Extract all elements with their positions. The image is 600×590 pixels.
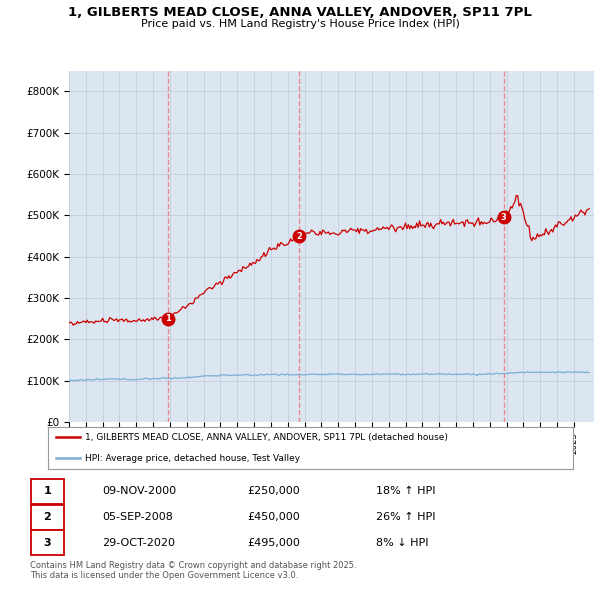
Text: £495,000: £495,000	[247, 537, 300, 548]
FancyBboxPatch shape	[31, 479, 64, 504]
Text: £250,000: £250,000	[247, 486, 300, 496]
Text: 05-SEP-2008: 05-SEP-2008	[102, 512, 173, 522]
Text: 18% ↑ HPI: 18% ↑ HPI	[376, 486, 435, 496]
Text: 1: 1	[165, 314, 171, 323]
Text: 8% ↓ HPI: 8% ↓ HPI	[376, 537, 428, 548]
Text: 09-NOV-2000: 09-NOV-2000	[102, 486, 176, 496]
FancyBboxPatch shape	[31, 504, 64, 530]
Text: Contains HM Land Registry data © Crown copyright and database right 2025.
This d: Contains HM Land Registry data © Crown c…	[30, 560, 356, 580]
Text: HPI: Average price, detached house, Test Valley: HPI: Average price, detached house, Test…	[85, 454, 300, 463]
Text: £450,000: £450,000	[247, 512, 300, 522]
Text: 1, GILBERTS MEAD CLOSE, ANNA VALLEY, ANDOVER, SP11 7PL: 1, GILBERTS MEAD CLOSE, ANNA VALLEY, AND…	[68, 6, 532, 19]
Text: 2: 2	[296, 231, 302, 241]
Text: Price paid vs. HM Land Registry's House Price Index (HPI): Price paid vs. HM Land Registry's House …	[140, 19, 460, 29]
Text: 29-OCT-2020: 29-OCT-2020	[102, 537, 175, 548]
Text: 3: 3	[44, 537, 51, 548]
Text: 1: 1	[44, 486, 52, 496]
Text: 1, GILBERTS MEAD CLOSE, ANNA VALLEY, ANDOVER, SP11 7PL (detached house): 1, GILBERTS MEAD CLOSE, ANNA VALLEY, AND…	[85, 433, 448, 442]
Text: 2: 2	[44, 512, 52, 522]
Text: 3: 3	[501, 213, 506, 222]
FancyBboxPatch shape	[31, 530, 64, 555]
Text: 26% ↑ HPI: 26% ↑ HPI	[376, 512, 435, 522]
